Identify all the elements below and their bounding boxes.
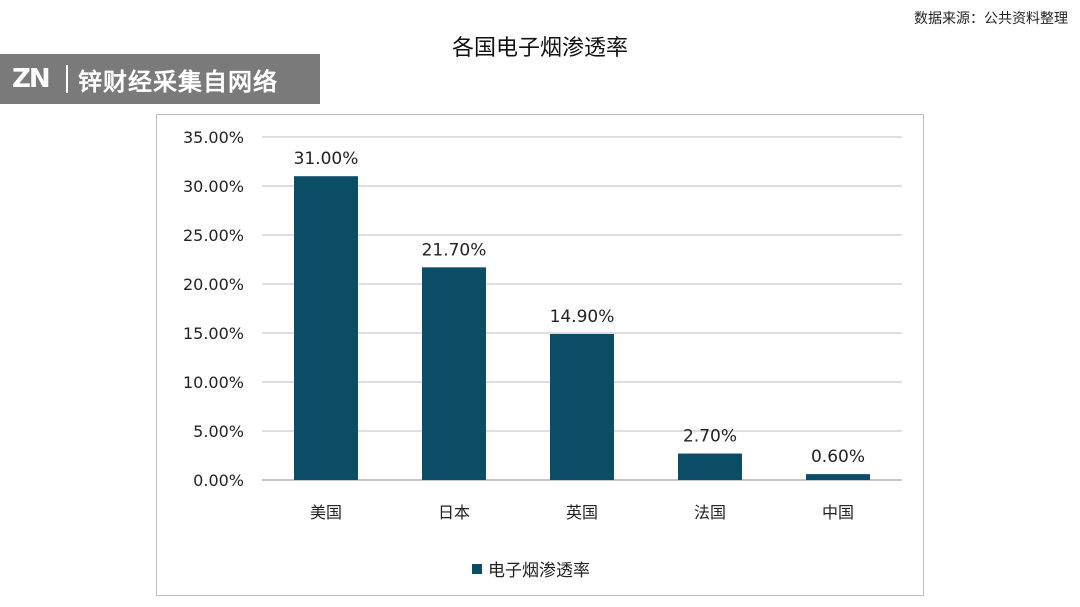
data-label: 21.70% <box>422 240 487 260</box>
x-tick-label: 日本 <box>438 503 470 522</box>
watermark-text: 锌财经采集自网络 <box>78 67 278 96</box>
data-label: 14.90% <box>550 307 615 327</box>
legend-label: 电子烟渗透率 <box>488 561 590 581</box>
bar <box>678 453 742 480</box>
y-tick-label: 0.00% <box>193 471 244 490</box>
watermark-banner: ZN 锌财经采集自网络 <box>0 54 320 104</box>
data-label: 31.00% <box>294 149 359 169</box>
bar <box>294 176 358 480</box>
x-tick-label: 英国 <box>566 503 598 522</box>
y-tick-label: 5.00% <box>193 422 244 441</box>
chart-frame <box>156 114 924 596</box>
y-tick-label: 20.00% <box>183 275 244 294</box>
y-tick-label: 30.00% <box>183 177 244 196</box>
bar <box>422 267 486 480</box>
y-tick-label: 35.00% <box>183 128 244 147</box>
data-label: 2.70% <box>683 427 737 447</box>
watermark-separator <box>66 65 68 93</box>
watermark-logo: ZN <box>12 64 51 94</box>
chart-legend: 电子烟渗透率 <box>472 556 590 581</box>
legend-swatch <box>472 563 482 574</box>
bar <box>806 474 870 480</box>
bar <box>550 333 614 480</box>
y-tick-label: 15.00% <box>183 324 244 343</box>
chart-title: 各国电子烟渗透率 <box>451 36 628 61</box>
data-label: 0.60% <box>811 447 865 467</box>
data-source-note: 数据来源：公共资料整理 <box>914 11 1068 27</box>
x-tick-label: 法国 <box>694 503 726 522</box>
y-tick-label: 10.00% <box>183 373 244 392</box>
x-tick-label: 美国 <box>310 503 342 522</box>
x-tick-label: 中国 <box>822 503 854 522</box>
y-tick-label: 25.00% <box>183 226 244 245</box>
